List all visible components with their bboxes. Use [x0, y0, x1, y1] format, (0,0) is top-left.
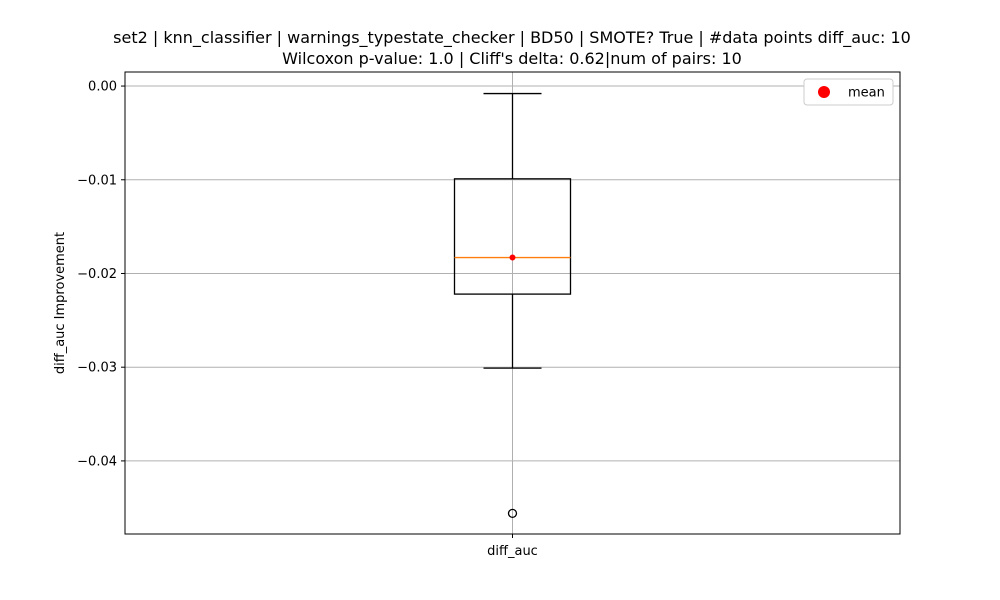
box-iqr	[453, 178, 572, 295]
legend-mean-label: mean	[848, 86, 885, 101]
x-axis-ticks: diff_auc	[487, 534, 538, 559]
y-axis-label: diff_auc Improvement	[53, 232, 68, 374]
y-tick-label: −0.01	[77, 173, 117, 188]
legend: mean	[803, 78, 894, 106]
chart-title-line1: set2 | knn_classifier | warnings_typesta…	[113, 28, 911, 48]
y-tick-label: −0.03	[77, 361, 117, 376]
y-axis-ticks: 0.00 −0.01 −0.02 −0.03 −0.04	[77, 80, 125, 469]
x-tick-label: diff_auc	[487, 544, 538, 559]
outlier-point	[507, 508, 518, 519]
chart-title-line2: Wilcoxon p-value: 1.0 | Cliff's delta: 0…	[282, 49, 742, 68]
mean-marker	[509, 254, 516, 261]
y-tick-label: 0.00	[88, 80, 117, 95]
y-tick-label: −0.02	[77, 267, 117, 282]
legend-frame	[803, 78, 894, 106]
y-tick-label: −0.04	[77, 454, 117, 469]
legend-mean-marker	[818, 86, 830, 98]
box-plot	[453, 92, 572, 519]
